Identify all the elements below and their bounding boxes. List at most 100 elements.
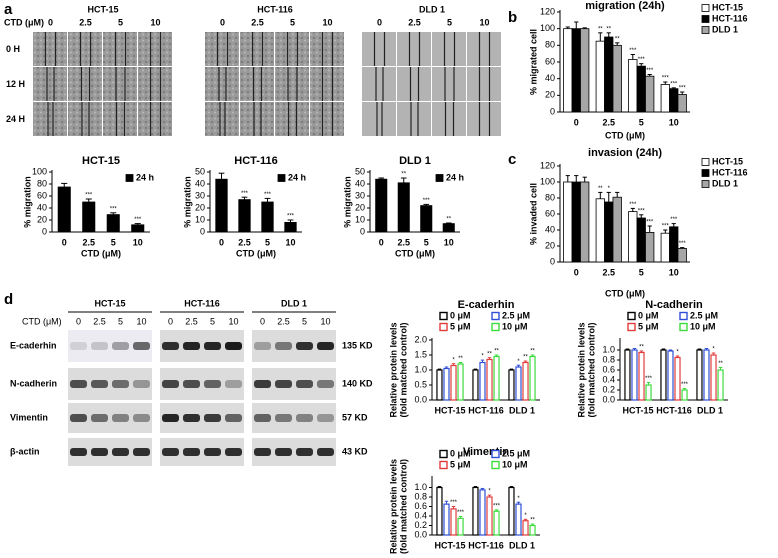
significance: *** bbox=[450, 500, 458, 506]
x-axis-label: CTD (μM) bbox=[605, 130, 645, 140]
y-tick-label: 40 bbox=[545, 224, 555, 234]
scratch-image bbox=[138, 32, 172, 66]
legend-marker bbox=[439, 311, 448, 321]
bar bbox=[669, 226, 679, 263]
significance: ** bbox=[615, 36, 620, 42]
y-tick-label: 20 bbox=[195, 202, 205, 212]
blot-band bbox=[133, 414, 150, 422]
scratch-image bbox=[103, 67, 137, 101]
size-label: 43 KD bbox=[342, 446, 368, 456]
y-tick-label: 40 bbox=[37, 202, 47, 212]
legend-marker bbox=[491, 449, 500, 459]
y-tick-label: 0.4 bbox=[414, 510, 427, 520]
y-tick-label: 80 bbox=[545, 192, 555, 202]
blot-band bbox=[183, 414, 200, 422]
x-tick-label: 2.5 bbox=[397, 237, 410, 247]
y-tick-label: 20 bbox=[545, 90, 555, 100]
x-tick-label: 2.5 bbox=[82, 237, 95, 247]
legend-label: 2.5 μM bbox=[502, 310, 530, 320]
concentration-label: 10 bbox=[479, 17, 489, 27]
blot-band bbox=[317, 342, 334, 350]
legend-marker bbox=[439, 322, 448, 332]
blot-band bbox=[112, 414, 129, 422]
y-tick-label: 0.5 bbox=[414, 379, 427, 389]
bar bbox=[472, 369, 479, 401]
blot-band bbox=[225, 342, 242, 350]
significance: ** bbox=[494, 349, 499, 355]
chart-title: HCT-15 bbox=[82, 155, 120, 167]
y-axis-label: (fold matched control) bbox=[398, 459, 408, 554]
scratch-image bbox=[138, 67, 172, 101]
scratch-image bbox=[240, 102, 274, 136]
x-tick-label: 0 bbox=[379, 237, 384, 247]
concentration-label: 0 bbox=[168, 316, 173, 326]
bar bbox=[493, 510, 500, 536]
scratch-image bbox=[103, 32, 137, 66]
x-tick-label: DLD 1 bbox=[697, 405, 723, 415]
concentration-label: 0 bbox=[76, 316, 81, 326]
significance: ** bbox=[446, 217, 451, 223]
significance: ** bbox=[718, 361, 723, 367]
y-tick-label: 0 bbox=[550, 106, 555, 116]
bar bbox=[645, 384, 652, 401]
bar bbox=[375, 178, 388, 233]
panel-label: d bbox=[4, 291, 13, 308]
significance: *** bbox=[493, 503, 501, 509]
x-axis-label: CTD (μM) bbox=[236, 248, 276, 258]
bar bbox=[580, 28, 590, 113]
y-tick-label: 0.2 bbox=[602, 384, 615, 394]
blot-band bbox=[296, 414, 313, 422]
y-tick-label: 0.6 bbox=[414, 501, 427, 511]
bar bbox=[472, 486, 479, 536]
y-tick-label: 100 bbox=[540, 23, 555, 33]
scratch-image bbox=[33, 67, 67, 101]
significance: ** bbox=[401, 172, 406, 178]
significance: *** bbox=[662, 76, 670, 82]
scratch-image bbox=[68, 102, 102, 136]
bar bbox=[628, 59, 638, 113]
concentration-label: 10 bbox=[150, 17, 160, 27]
chart-title: E-caderhin bbox=[458, 299, 515, 311]
y-tick-label: 20 bbox=[355, 202, 365, 212]
y-axis-label: % migration bbox=[182, 176, 192, 228]
bar bbox=[436, 369, 443, 401]
legend-label: 5 μM bbox=[450, 459, 471, 469]
y-axis-label: % migrated cell bbox=[528, 29, 538, 95]
cell-line-header: HCT-15 bbox=[94, 298, 125, 308]
scratch-image bbox=[240, 32, 274, 66]
cell-line-header: HCT-116 bbox=[257, 4, 293, 14]
blot-band bbox=[70, 342, 87, 350]
significance: *** bbox=[670, 217, 678, 223]
x-tick-label: 2.5 bbox=[602, 267, 615, 277]
x-tick-label: 5 bbox=[111, 237, 116, 247]
significance: * bbox=[712, 347, 715, 353]
significance: ** bbox=[598, 186, 603, 192]
y-tick-label: 0.8 bbox=[414, 491, 427, 501]
y-tick-label: 0 bbox=[360, 226, 365, 236]
concentration-label: 2.5 bbox=[251, 17, 264, 27]
bar bbox=[486, 358, 493, 401]
concentration-label: 0 bbox=[220, 17, 225, 27]
scratch-image bbox=[432, 102, 466, 136]
bar bbox=[681, 389, 688, 401]
y-tick-label: 10 bbox=[195, 214, 205, 224]
blot-band bbox=[91, 380, 108, 388]
significance: *** bbox=[264, 192, 272, 198]
bar bbox=[443, 367, 450, 401]
x-tick-label: 0 bbox=[574, 117, 579, 127]
significance: *** bbox=[646, 68, 654, 74]
bar bbox=[397, 182, 410, 233]
y-axis-label: Relative protein levels bbox=[388, 322, 398, 417]
bar bbox=[612, 44, 622, 113]
blot-band bbox=[204, 380, 221, 388]
significance: ** bbox=[530, 518, 535, 524]
blot-band bbox=[112, 448, 129, 456]
bar bbox=[631, 349, 638, 401]
cell-line-header: HCT-15 bbox=[87, 4, 118, 14]
x-tick-label: 2.5 bbox=[238, 237, 251, 247]
blot-band bbox=[296, 448, 313, 456]
significance: *** bbox=[287, 214, 295, 220]
scratch-image bbox=[397, 67, 431, 101]
legend-marker bbox=[439, 449, 448, 459]
cell-line-header: DLD 1 bbox=[281, 298, 307, 308]
